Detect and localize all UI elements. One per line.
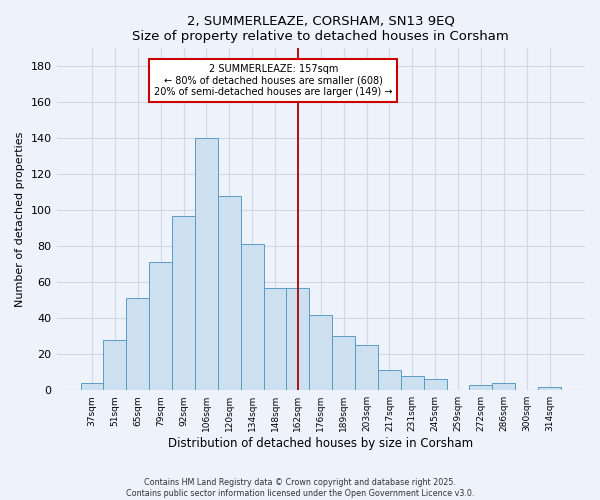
Text: Contains HM Land Registry data © Crown copyright and database right 2025.
Contai: Contains HM Land Registry data © Crown c… (126, 478, 474, 498)
Text: 2 SUMMERLEAZE: 157sqm
← 80% of detached houses are smaller (608)
20% of semi-det: 2 SUMMERLEAZE: 157sqm ← 80% of detached … (154, 64, 392, 97)
Bar (401, 376, 424, 390)
Bar (355, 345, 378, 390)
Bar (263, 288, 286, 390)
Y-axis label: Number of detached properties: Number of detached properties (15, 132, 25, 307)
Bar (149, 262, 172, 390)
Bar (332, 336, 355, 390)
Title: 2, SUMMERLEAZE, CORSHAM, SN13 9EQ
Size of property relative to detached houses i: 2, SUMMERLEAZE, CORSHAM, SN13 9EQ Size o… (133, 15, 509, 43)
Bar (172, 216, 195, 390)
Bar (103, 340, 127, 390)
Bar (310, 314, 332, 390)
X-axis label: Distribution of detached houses by size in Corsham: Distribution of detached houses by size … (168, 437, 473, 450)
Bar (538, 386, 561, 390)
Bar (241, 244, 263, 390)
Bar (80, 383, 103, 390)
Bar (286, 288, 310, 390)
Bar (493, 383, 515, 390)
Bar (218, 196, 241, 390)
Bar (378, 370, 401, 390)
Bar (469, 385, 493, 390)
Bar (127, 298, 149, 390)
Bar (195, 138, 218, 390)
Bar (424, 380, 446, 390)
